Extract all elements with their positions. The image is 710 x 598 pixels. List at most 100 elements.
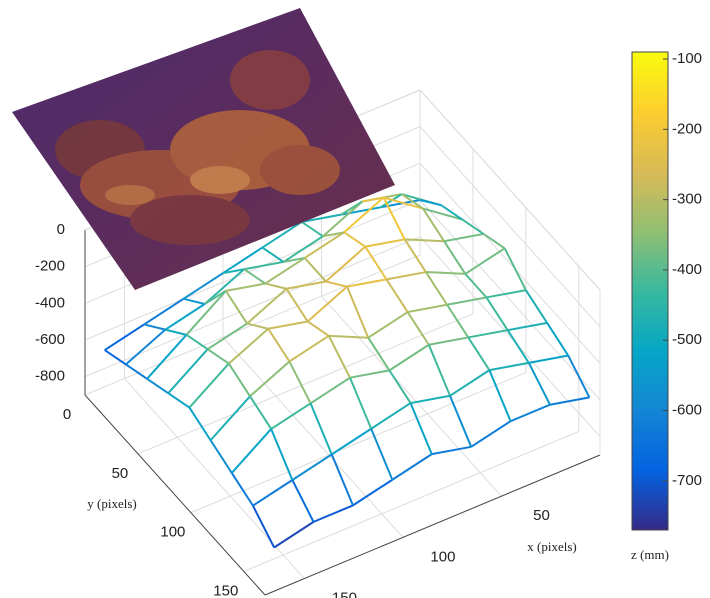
surface-edge	[546, 322, 570, 357]
surface-edge	[386, 271, 427, 281]
grid-line	[419, 236, 601, 438]
surface-edge	[282, 235, 324, 263]
surface-edge	[370, 428, 394, 481]
surface-edge	[422, 207, 445, 242]
surface-edge	[249, 360, 291, 398]
surface-edge	[362, 196, 384, 203]
grid-line	[419, 199, 601, 401]
z-tick-label: -400	[35, 294, 65, 311]
surface-edge	[382, 197, 406, 240]
surface-edge	[401, 193, 424, 210]
surface-edge	[404, 238, 445, 243]
surface-edge	[301, 221, 324, 238]
surface-edge	[425, 271, 448, 306]
surface-edge	[343, 196, 385, 234]
surface-edge	[288, 361, 312, 404]
surface-edge	[331, 427, 372, 456]
surface-edge	[330, 453, 354, 506]
surface-edge	[261, 221, 303, 249]
surface-edge	[288, 334, 330, 363]
surface-edge	[286, 280, 327, 290]
z-tick-label: 0	[57, 221, 65, 238]
axis-line	[84, 394, 266, 596]
surface-edge	[252, 505, 276, 548]
y-tick-label: 100	[160, 524, 185, 541]
colorbar-tick-label: -200	[672, 120, 702, 137]
surface-edge	[443, 240, 467, 275]
z-tick-label: -800	[35, 368, 65, 385]
surface-edge	[349, 369, 390, 379]
surface-edge	[246, 322, 269, 330]
surface-edge	[301, 213, 342, 223]
grid-line	[222, 337, 404, 538]
surface-edge	[464, 273, 488, 299]
surface-edge	[264, 257, 306, 285]
surface-edge	[489, 361, 530, 372]
surface-edge	[125, 328, 166, 366]
surface-edge	[527, 362, 551, 406]
surface-edge	[165, 328, 187, 336]
surface-edge	[352, 478, 393, 507]
surface-edge	[470, 420, 512, 448]
surface-edge	[222, 246, 263, 275]
colorbar-label: z (mm)	[631, 547, 669, 562]
surface-edge	[267, 328, 291, 363]
surface-edge	[306, 285, 348, 323]
surface-edge	[370, 402, 412, 430]
surface-edge	[488, 369, 512, 422]
surface-edge	[482, 233, 506, 250]
surface-edge	[304, 231, 345, 259]
surface-edge	[143, 323, 166, 331]
surface-edge	[310, 376, 351, 405]
surface	[104, 193, 591, 549]
surface-edge	[385, 278, 409, 313]
surface-edge	[303, 257, 327, 283]
y-tick-label: 0	[63, 406, 71, 423]
surface-edge	[427, 344, 451, 397]
surface-edge	[283, 256, 305, 263]
surface-edge	[391, 453, 433, 481]
surface-edge	[104, 349, 127, 366]
grid-line	[84, 199, 421, 341]
photo-overlay	[12, 8, 395, 290]
surface-edge	[383, 196, 424, 210]
surface-edge	[252, 479, 293, 507]
colorbar-tick-label: -600	[672, 401, 702, 418]
surface-edge	[182, 272, 224, 300]
grid-line	[321, 295, 502, 497]
surface-edge	[528, 354, 569, 364]
surface-edge	[406, 311, 430, 346]
grid-line	[124, 378, 305, 579]
surface-edge	[268, 320, 308, 330]
surface-edge	[230, 472, 254, 507]
surface-edge	[409, 402, 433, 455]
axis-line	[419, 89, 601, 291]
z-tick-label: -600	[35, 331, 65, 348]
surface-edge	[349, 377, 373, 430]
surface-edge	[506, 329, 530, 364]
surface-edge	[461, 218, 485, 235]
surface-edge	[328, 334, 369, 339]
grid-line	[243, 431, 580, 572]
surface-edge	[227, 363, 251, 397]
surface-edge	[270, 402, 312, 430]
surface-edge	[468, 329, 508, 339]
surface-edge	[164, 303, 206, 331]
surface-edge	[322, 200, 364, 238]
surface-edge	[146, 334, 188, 380]
colorbar-tick-label: -100	[672, 50, 702, 67]
surface-edge	[449, 369, 490, 397]
surface-edge	[188, 362, 230, 409]
surface-edge	[228, 328, 269, 365]
z-tick-label: -200	[35, 258, 65, 275]
surface-edge	[231, 428, 272, 474]
surface-edge	[225, 290, 248, 325]
surface-edge	[188, 407, 212, 441]
grid-line	[137, 313, 474, 455]
surface-edge	[340, 200, 363, 216]
grid-line	[419, 126, 601, 328]
surface-edge	[422, 207, 463, 221]
surface-edge	[388, 369, 412, 404]
surface-edge	[249, 395, 273, 430]
colorbar: -700 -600 -500 -400 -300 -200 -100 z (mm)	[631, 50, 702, 562]
